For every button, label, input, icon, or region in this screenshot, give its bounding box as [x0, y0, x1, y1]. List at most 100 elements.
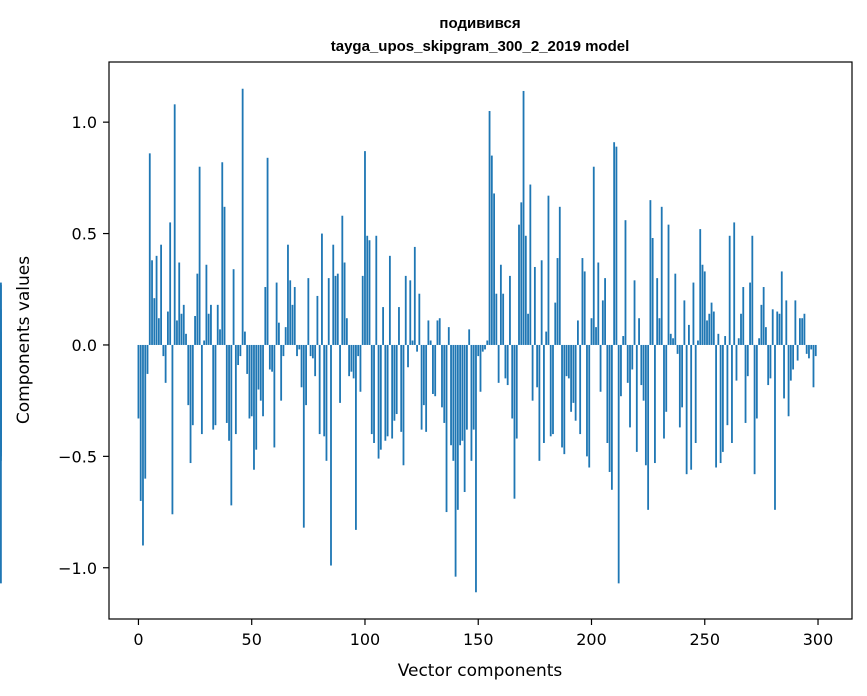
bar [452, 344, 455, 461]
bar [626, 344, 629, 383]
bar [477, 344, 480, 357]
bar [468, 329, 471, 345]
bar [180, 313, 183, 345]
bar [216, 304, 219, 345]
bar [413, 246, 416, 345]
bar [144, 344, 147, 479]
bar [255, 344, 258, 450]
bar [524, 235, 527, 345]
bar [466, 344, 468, 430]
bar [345, 318, 348, 345]
bar [298, 344, 301, 350]
bar [450, 344, 452, 446]
bar [384, 344, 387, 441]
bar [234, 344, 237, 435]
bar [441, 344, 443, 408]
bar [674, 273, 677, 345]
bar [422, 344, 425, 406]
bar [436, 320, 439, 345]
bar [382, 307, 384, 345]
bar [142, 344, 144, 546]
bar [253, 344, 255, 470]
bar [237, 344, 240, 366]
bar [765, 327, 767, 345]
bar [379, 344, 382, 450]
bar [191, 344, 194, 426]
bar [221, 162, 224, 345]
bar [577, 320, 579, 345]
bar [556, 258, 559, 345]
bar [456, 344, 459, 510]
bar [590, 318, 593, 345]
bar [787, 344, 790, 417]
bar [663, 344, 665, 439]
bar [250, 344, 253, 417]
bar [427, 320, 430, 345]
bar [579, 344, 582, 435]
bar [751, 235, 754, 345]
bar [228, 344, 230, 441]
bar [651, 238, 654, 345]
plot-area-frame [108, 61, 853, 620]
bar [153, 298, 156, 345]
bar [257, 344, 260, 390]
bar [463, 344, 466, 493]
bar [733, 222, 736, 345]
bar [302, 344, 305, 528]
bar [321, 233, 323, 345]
bar [511, 344, 514, 419]
bar [644, 344, 647, 466]
bar [314, 344, 317, 377]
bar [472, 344, 475, 430]
bar [703, 271, 706, 345]
bar [164, 344, 167, 383]
bar [726, 344, 729, 426]
bar [289, 280, 292, 345]
bar [443, 344, 446, 423]
bar [518, 224, 520, 345]
bar [146, 344, 149, 374]
bar [454, 344, 457, 577]
bar [543, 344, 545, 443]
bar [563, 344, 566, 455]
bar [592, 166, 595, 345]
x-tick-label: 50 [242, 630, 262, 649]
bar [699, 229, 702, 345]
bar [635, 344, 638, 452]
bar [796, 344, 799, 361]
bar [604, 278, 606, 345]
bar [0, 284, 2, 345]
bar [0, 344, 2, 584]
bar [327, 278, 330, 345]
bar [692, 282, 695, 345]
bar [812, 344, 815, 388]
bar [746, 344, 749, 377]
bar [647, 344, 650, 510]
bar [599, 344, 602, 392]
bar [386, 344, 389, 437]
bar [280, 344, 283, 401]
bar [715, 344, 717, 468]
bar [395, 344, 398, 415]
bar [658, 318, 661, 345]
bar [339, 344, 341, 403]
x-axis-label: Vector components [398, 661, 563, 681]
bar [622, 336, 625, 345]
bar [223, 206, 226, 345]
bar [731, 344, 733, 443]
bar [239, 344, 242, 357]
bar [690, 344, 693, 470]
bar [570, 344, 573, 412]
bar [203, 340, 206, 345]
bar [803, 313, 806, 345]
bar [640, 344, 643, 386]
bar [162, 344, 165, 357]
bar [470, 344, 473, 461]
bar [307, 278, 310, 345]
bar [724, 336, 727, 345]
bar [595, 327, 597, 345]
bar [225, 344, 228, 423]
bar [735, 344, 738, 381]
bar [323, 344, 326, 437]
bar [241, 88, 244, 345]
